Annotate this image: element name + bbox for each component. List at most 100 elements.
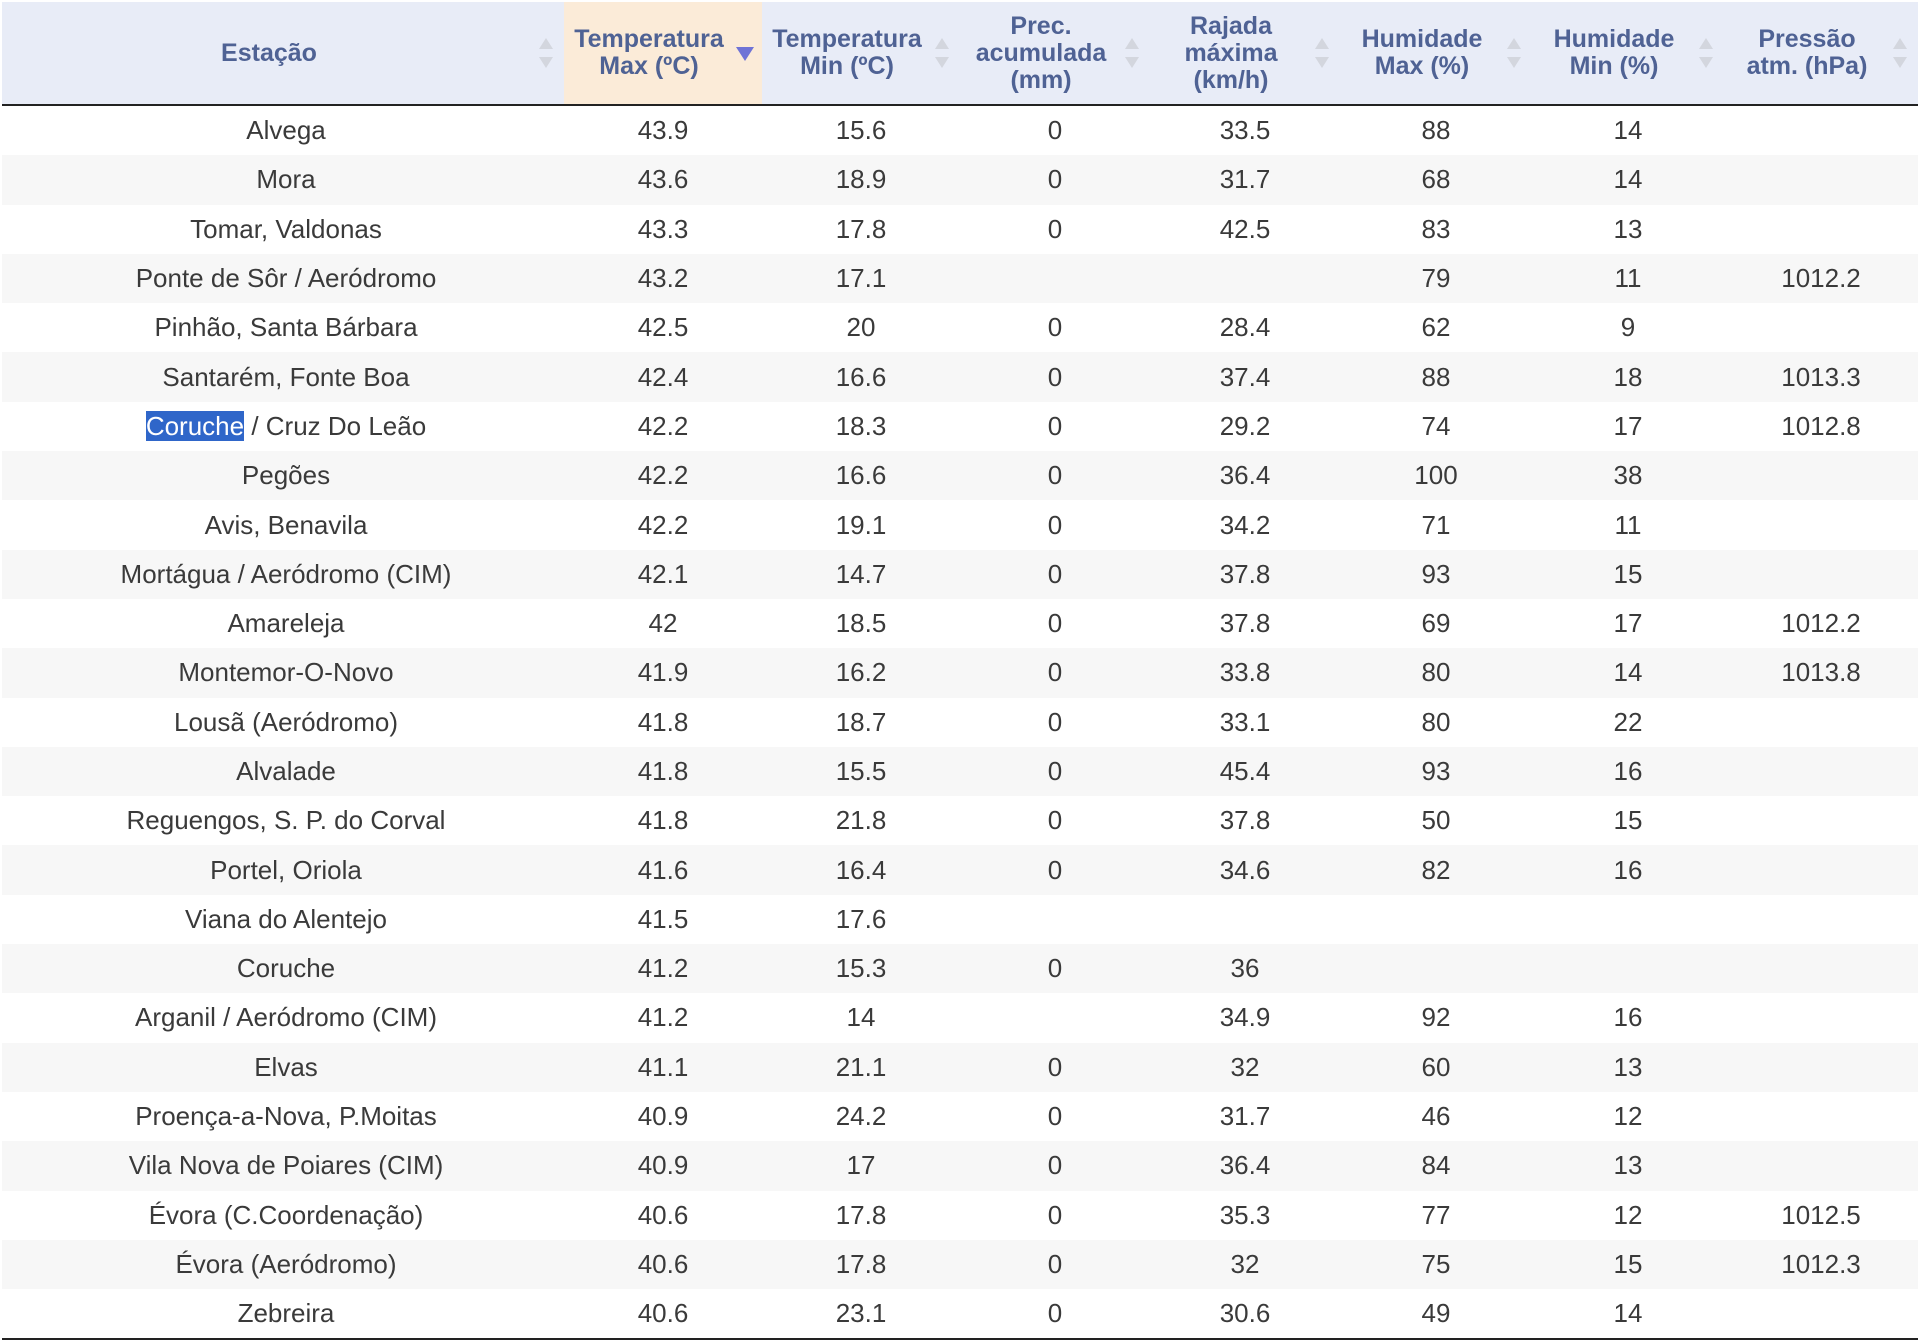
cell-gust: 33.5 bbox=[1219, 115, 1271, 146]
cell-press bbox=[1724, 895, 1918, 944]
cell-station: Elvas bbox=[2, 1042, 564, 1092]
cell-tmin: 15.3 bbox=[762, 944, 960, 994]
cell-tmax: 40.6 bbox=[637, 1199, 689, 1230]
cell-hmax: 49 bbox=[1340, 1289, 1532, 1340]
cell-hmax: 93 bbox=[1340, 549, 1532, 599]
sort-both-icon[interactable] bbox=[1698, 36, 1714, 70]
cell-press bbox=[1724, 1289, 1918, 1340]
cell-hmin: 16 bbox=[1532, 845, 1724, 895]
cell-prec: 0 bbox=[960, 845, 1150, 895]
column-header-label: Rajada bbox=[1190, 11, 1272, 40]
column-header-press[interactable]: Pressão atm. (hPa) bbox=[1724, 2, 1918, 106]
cell-hmin: 15 bbox=[1532, 1239, 1724, 1290]
column-header-label: Humidade bbox=[1361, 25, 1483, 53]
cell-gust: 37.8 bbox=[1219, 608, 1271, 639]
cell-tmin: 15.6 bbox=[835, 115, 887, 146]
cell-tmin: 18.7 bbox=[835, 706, 887, 737]
cell-hmax: 100 bbox=[1340, 451, 1532, 501]
sort-both-icon[interactable] bbox=[538, 36, 554, 70]
column-header-gust[interactable]: Rajada máxima (km/h) bbox=[1150, 2, 1340, 106]
column-header-hmax[interactable]: Humidade Max (%) bbox=[1340, 2, 1532, 106]
column-header-tmin[interactable]: Temperatura Min (ºC) bbox=[762, 2, 960, 106]
cell-press bbox=[1724, 944, 1918, 994]
cell-hmin: 14 bbox=[1532, 648, 1724, 698]
cell-press: 1012.8 bbox=[1781, 410, 1861, 441]
cell-station: Proença-a-Nova, P.Moitas bbox=[135, 1101, 437, 1132]
cell-prec: 0 bbox=[1047, 410, 1063, 441]
cell-station: Santarém, Fonte Boa bbox=[2, 352, 564, 402]
table-row: Mortágua / Aeródromo (CIM) 42.1 14.7 0 37.8 9… bbox=[2, 549, 1918, 599]
table-row: Coruche 41.2 15.3 0 36 bbox=[2, 944, 1918, 994]
cell-hmax: 69 bbox=[1421, 608, 1451, 639]
cell-gust: 34.6 bbox=[1150, 845, 1340, 895]
column-header-label: (km/h) bbox=[1193, 65, 1269, 94]
cell-hmin: 17 bbox=[1613, 608, 1643, 639]
cell-prec: 0 bbox=[960, 1141, 1150, 1191]
cell-tmax: 41.8 bbox=[564, 746, 762, 797]
cell-prec: 0 bbox=[960, 352, 1150, 402]
cell-hmax: 82 bbox=[1340, 845, 1532, 895]
cell-tmin: 14 bbox=[846, 1002, 876, 1033]
table-row: Mora 43.6 18.9 0 31.7 68 14 bbox=[2, 155, 1918, 205]
column-header-label: (mm) bbox=[1010, 65, 1072, 94]
cell-station: Amareleja bbox=[227, 608, 345, 639]
column-header-label: Temperatura bbox=[772, 25, 922, 53]
cell-prec: 0 bbox=[1047, 1101, 1063, 1132]
cell-tmax: 42 bbox=[648, 608, 678, 639]
cell-gust: 34.2 bbox=[1219, 509, 1271, 540]
cell-prec: 0 bbox=[960, 944, 1150, 994]
cell-tmax: 40.9 bbox=[637, 1101, 689, 1132]
cell-hmax: 68 bbox=[1340, 155, 1532, 205]
cell-prec: 0 bbox=[1047, 213, 1063, 244]
cell-hmin bbox=[1532, 944, 1724, 994]
column-header-tmax[interactable]: Temperatura Max (ºC) bbox=[564, 2, 762, 106]
column-header-label: atm. (hPa) bbox=[1746, 52, 1868, 80]
sort-both-icon[interactable] bbox=[934, 36, 950, 70]
cell-press bbox=[1724, 698, 1918, 747]
sort-both-icon[interactable] bbox=[1314, 36, 1330, 70]
cell-gust: 31.7 bbox=[1219, 1101, 1271, 1132]
cell-tmax: 40.6 bbox=[564, 1289, 762, 1340]
sort-both-icon[interactable] bbox=[1506, 36, 1522, 70]
column-header-label: Temperatura bbox=[574, 25, 724, 53]
cell-station: Lousã (Aeródromo) bbox=[174, 706, 398, 737]
cell-hmax: 75 bbox=[1340, 1239, 1532, 1290]
cell-hmin: 16 bbox=[1532, 746, 1724, 797]
cell-tmax: 42.5 bbox=[637, 312, 689, 343]
cell-tmin: 18.9 bbox=[762, 155, 960, 205]
cell-press bbox=[1724, 796, 1918, 845]
column-header-prec[interactable]: Prec. acumulada (mm) bbox=[960, 2, 1150, 106]
table-row: Évora (Aeródromo) 40.6 17.8 0 32 75 15 1012.3 bbox=[2, 1239, 1918, 1290]
column-header-label: máxima bbox=[1184, 38, 1278, 67]
column-header-label: Estação bbox=[221, 38, 317, 67]
cell-tmax: 43.9 bbox=[637, 115, 689, 146]
cell-hmin: 17 bbox=[1613, 410, 1643, 441]
column-header-label: Humidade bbox=[1553, 25, 1675, 53]
cell-press bbox=[1724, 993, 1918, 1042]
cell-station: Coruche bbox=[2, 944, 564, 994]
cell-tmax: 42.1 bbox=[564, 549, 762, 599]
column-header-hmin[interactable]: Humidade Min (%) bbox=[1532, 2, 1724, 106]
cell-tmin: 17.1 bbox=[762, 253, 960, 304]
cell-hmax: 71 bbox=[1421, 509, 1451, 540]
cell-tmax: 40.9 bbox=[564, 1141, 762, 1191]
cell-station: Reguengos, S. P. do Corval bbox=[126, 805, 446, 836]
sort-descending-icon[interactable] bbox=[736, 36, 754, 70]
sort-both-icon[interactable] bbox=[1124, 36, 1140, 70]
cell-tmin: 16.6 bbox=[762, 352, 960, 402]
column-header-station[interactable]: Estação bbox=[2, 2, 564, 106]
cell-station: Vila Nova de Poiares (CIM) bbox=[2, 1141, 564, 1191]
cell-prec: 0 bbox=[960, 648, 1150, 698]
cell-tmin: 16.4 bbox=[762, 845, 960, 895]
cell-gust bbox=[1150, 253, 1340, 304]
cell-station: Alvega bbox=[246, 115, 326, 146]
sort-both-icon[interactable] bbox=[1892, 36, 1908, 70]
cell-press bbox=[1724, 303, 1918, 352]
cell-prec: 0 bbox=[1047, 805, 1063, 836]
column-header-label: Max (%) bbox=[1374, 52, 1470, 80]
cell-hmin: 11 bbox=[1532, 253, 1724, 304]
cell-prec bbox=[960, 253, 1150, 304]
cell-hmin: 13 bbox=[1532, 1042, 1724, 1092]
cell-prec: 0 bbox=[960, 155, 1150, 205]
table-row: Arganil / Aeródromo (CIM) 41.2 14 34.9 92 16 bbox=[2, 993, 1918, 1042]
